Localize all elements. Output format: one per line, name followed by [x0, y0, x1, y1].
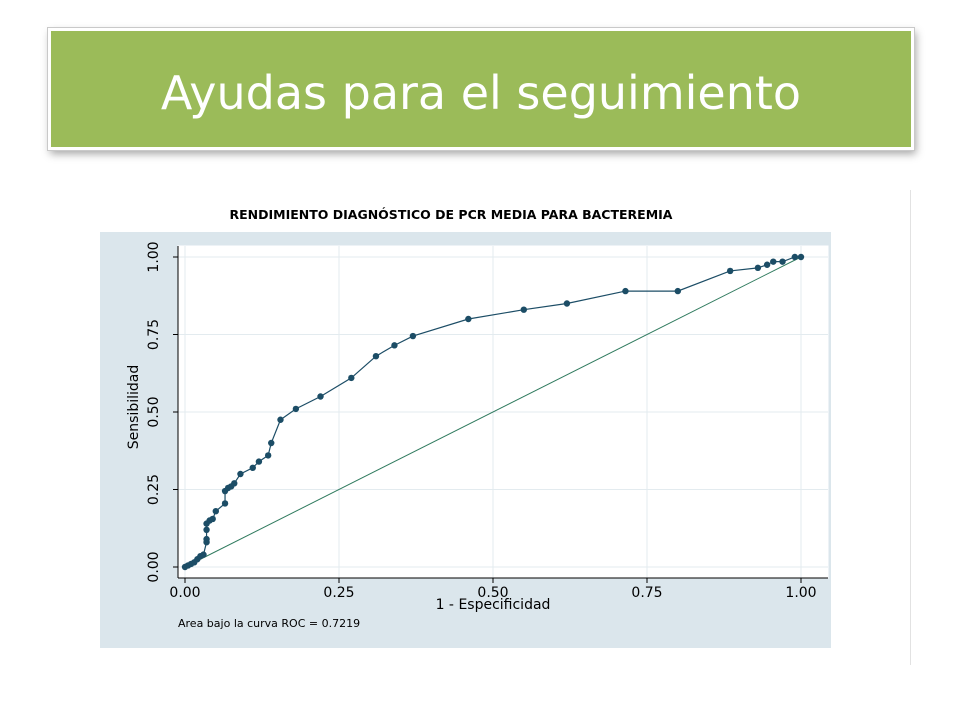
auc-annotation: Area bajo la curva ROC = 0.7219 [178, 617, 360, 630]
roc-chart: RENDIMIENTO DIAGNÓSTICO DE PCR MEDIA PAR… [100, 190, 910, 665]
roc-point-14 [221, 500, 229, 507]
roc-point-18 [231, 480, 238, 487]
roc-point-9 [203, 526, 210, 533]
roc-point-40 [779, 258, 786, 265]
roc-point-33 [563, 300, 571, 307]
right-divider [910, 190, 911, 665]
x-tick-label-0: 0.00 [169, 585, 200, 601]
roc-point-28 [372, 353, 380, 360]
y-tick-label-0: 0.00 [146, 551, 162, 582]
roc-point-42 [797, 253, 805, 261]
x-tick-label-1: 0.25 [323, 585, 354, 601]
roc-point-29 [391, 342, 398, 349]
roc-point-35 [674, 287, 681, 295]
roc-point-22 [264, 452, 272, 459]
roc-point-32 [520, 306, 527, 313]
chart-title: RENDIMIENTO DIAGNÓSTICO DE PCR MEDIA PAR… [230, 207, 673, 222]
y-tick-label-1: 0.25 [146, 474, 162, 505]
roc-point-20 [249, 464, 256, 471]
roc-point-31 [465, 315, 472, 323]
roc-point-23 [268, 439, 275, 447]
roc-point-21 [255, 458, 263, 465]
roc-point-8 [203, 535, 210, 543]
roc-point-12 [209, 515, 216, 523]
y-tick-label-2: 0.50 [146, 396, 162, 427]
roc-point-13 [212, 508, 219, 515]
y-tick-label-3: 0.75 [146, 319, 162, 350]
title-banner: Ayudas para el seguimiento [48, 28, 914, 150]
plot-area: 0.00 0.25 0.50 0.75 1.00 0.00 0.25 0.50 0.75 1.00 [146, 241, 829, 601]
roc-point-41 [791, 253, 799, 261]
roc-point-30 [409, 332, 417, 340]
x-tick-label-2: 0.50 [477, 585, 508, 601]
roc-point-27 [348, 374, 355, 382]
roc-point-24 [277, 416, 284, 423]
x-axis-label: 1 - Especificidad [436, 597, 551, 613]
roc-point-38 [763, 261, 771, 268]
roc-point-34 [622, 287, 629, 295]
roc-point-25 [292, 405, 300, 413]
x-tick-label-4: 1.00 [785, 585, 816, 601]
roc-point-6 [200, 551, 207, 558]
roc-point-39 [770, 258, 777, 265]
y-axis-label: Sensibilidad [126, 365, 142, 449]
y-tick-label-4: 1.00 [146, 241, 162, 272]
roc-chart-svg: RENDIMIENTO DIAGNÓSTICO DE PCR MEDIA PAR… [100, 207, 831, 648]
reference-line [184, 256, 802, 568]
roc-point-37 [754, 264, 762, 272]
x-tick-label-3: 0.75 [631, 585, 662, 601]
roc-point-36 [726, 267, 734, 275]
roc-point-26 [317, 393, 324, 400]
roc-point-19 [237, 470, 244, 478]
slide-title: Ayudas para el seguimiento [160, 66, 802, 120]
